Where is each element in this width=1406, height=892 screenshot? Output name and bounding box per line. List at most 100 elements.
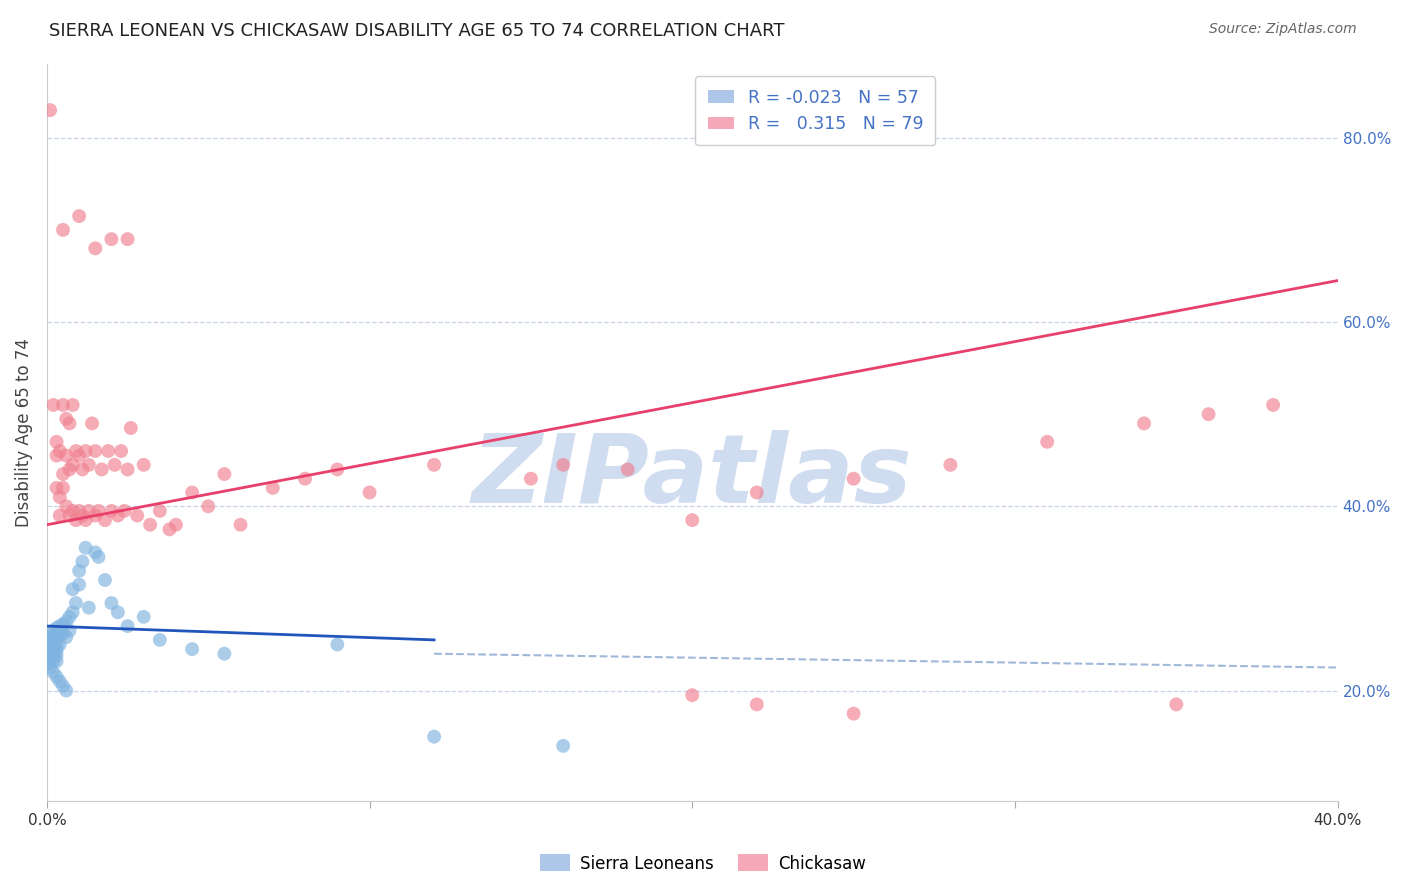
Point	[42, 654, 65, 668]
Point	[359, 485, 381, 500]
Text: Source: ZipAtlas.com: Source: ZipAtlas.com	[1209, 22, 1357, 37]
Point	[104, 458, 127, 472]
Point	[52, 626, 75, 640]
Point	[62, 398, 84, 412]
Point	[39, 656, 62, 670]
Point	[62, 582, 84, 597]
Point	[42, 645, 65, 659]
Point	[214, 467, 236, 481]
Point	[553, 458, 575, 472]
Point	[842, 472, 865, 486]
Point	[58, 462, 80, 476]
Point	[77, 458, 100, 472]
Point	[49, 674, 72, 689]
Legend: Sierra Leoneans, Chickasaw: Sierra Leoneans, Chickasaw	[533, 847, 873, 880]
Point	[42, 398, 65, 412]
Point	[423, 730, 446, 744]
Point	[139, 517, 162, 532]
Point	[77, 600, 100, 615]
Point	[42, 648, 65, 663]
Point	[45, 449, 67, 463]
Point	[84, 241, 107, 255]
Point	[72, 508, 94, 523]
Point	[58, 624, 80, 638]
Point	[1261, 398, 1284, 412]
Point	[49, 508, 72, 523]
Point	[65, 596, 87, 610]
Point	[100, 504, 122, 518]
Point	[97, 444, 120, 458]
Point	[39, 660, 62, 674]
Point	[75, 444, 97, 458]
Point	[58, 508, 80, 523]
Point	[49, 490, 72, 504]
Point	[45, 434, 67, 449]
Point	[39, 647, 62, 661]
Point	[132, 610, 155, 624]
Point	[120, 421, 142, 435]
Point	[165, 517, 187, 532]
Point	[62, 504, 84, 518]
Point	[75, 541, 97, 555]
Text: ZIPatlas: ZIPatlas	[472, 430, 912, 524]
Point	[72, 462, 94, 476]
Point	[87, 504, 110, 518]
Point	[75, 513, 97, 527]
Text: SIERRA LEONEAN VS CHICKASAW DISABILITY AGE 65 TO 74 CORRELATION CHART: SIERRA LEONEAN VS CHICKASAW DISABILITY A…	[49, 22, 785, 40]
Point	[67, 577, 90, 591]
Point	[842, 706, 865, 721]
Point	[42, 624, 65, 638]
Point	[1166, 698, 1188, 712]
Point	[42, 665, 65, 680]
Point	[45, 640, 67, 654]
Point	[107, 508, 129, 523]
Point	[77, 504, 100, 518]
Point	[49, 444, 72, 458]
Point	[1036, 434, 1059, 449]
Point	[181, 642, 204, 657]
Point	[39, 103, 62, 117]
Y-axis label: Disability Age 65 to 74: Disability Age 65 to 74	[15, 338, 32, 527]
Point	[45, 654, 67, 668]
Point	[132, 458, 155, 472]
Point	[681, 688, 703, 702]
Point	[80, 417, 103, 431]
Point	[55, 630, 77, 644]
Point	[681, 513, 703, 527]
Point	[39, 651, 62, 665]
Point	[62, 605, 84, 619]
Point	[55, 500, 77, 514]
Point	[67, 564, 90, 578]
Point	[100, 596, 122, 610]
Point	[745, 698, 768, 712]
Point	[112, 504, 135, 518]
Point	[55, 683, 77, 698]
Point	[52, 481, 75, 495]
Point	[84, 508, 107, 523]
Point	[42, 640, 65, 655]
Point	[90, 462, 112, 476]
Point	[117, 462, 139, 476]
Point	[52, 223, 75, 237]
Point	[45, 644, 67, 658]
Point	[58, 417, 80, 431]
Point	[84, 444, 107, 458]
Point	[55, 615, 77, 629]
Point	[65, 444, 87, 458]
Point	[94, 513, 117, 527]
Point	[94, 573, 117, 587]
Point	[52, 398, 75, 412]
Point	[49, 619, 72, 633]
Point	[45, 621, 67, 635]
Point	[197, 500, 219, 514]
Point	[67, 504, 90, 518]
Point	[84, 545, 107, 559]
Point	[423, 458, 446, 472]
Point	[45, 648, 67, 663]
Point	[72, 555, 94, 569]
Legend: R = -0.023   N = 57, R =   0.315   N = 79: R = -0.023 N = 57, R = 0.315 N = 79	[696, 77, 935, 145]
Point	[39, 628, 62, 642]
Point	[117, 232, 139, 246]
Point	[326, 462, 349, 476]
Point	[326, 638, 349, 652]
